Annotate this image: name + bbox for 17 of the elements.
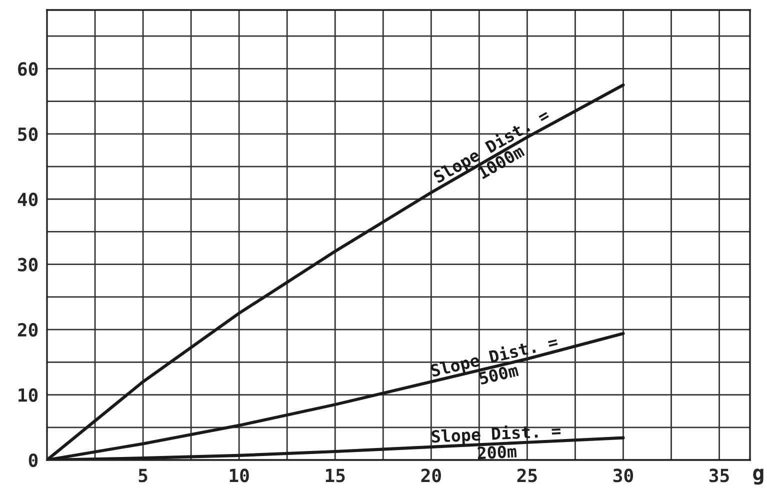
x-tick-label: 10 [230, 468, 249, 482]
x-tick-label: 5 [138, 468, 148, 482]
x-axis-title: g [753, 468, 764, 485]
y-tick-label: 30 [18, 258, 38, 272]
y-tick-label: 0 [28, 453, 38, 468]
text: Slope Dist. = 500m [430, 334, 560, 385]
y-tick-label: 10 [18, 388, 38, 402]
x-tick-label: 35 [710, 468, 729, 482]
x-tick-label: 25 [517, 468, 537, 482]
series-label: Slope Dist. = 200m [432, 422, 561, 460]
x-tick-label: 20 [421, 468, 441, 482]
y-tick-label: 40 [18, 192, 38, 206]
x-tick-label: 30 [613, 468, 634, 482]
y-tick-label: 60 [18, 62, 38, 76]
x-tick-label: 15 [326, 468, 345, 482]
y-tick-label: 50 [18, 127, 38, 142]
y-tick-label: 20 [18, 323, 38, 337]
